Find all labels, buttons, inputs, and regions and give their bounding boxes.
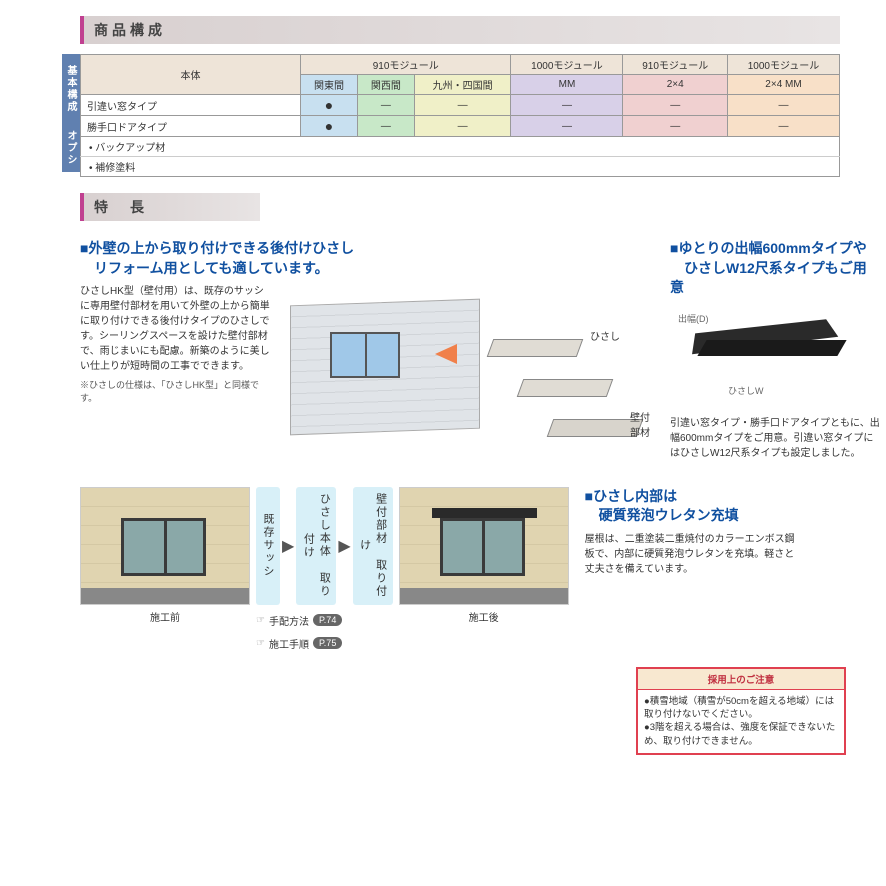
dim-depth: 出幅(D) [678,312,709,325]
feature2-title: ■ゆとりの出幅600mmタイプや ひさしW12尺系タイプもご用意 [670,239,880,298]
photo-row: 施工前 既存サッシ ▶ ひさし本体 取り付け ▶ 壁付部材 取り付け ☞ 手配方… [80,487,569,651]
th-kyushu: 九州・四国間 [414,75,511,95]
cell: — [728,95,840,116]
section-header-composition: 商品構成 [80,16,840,44]
feature1-t1: ■外壁の上から取り付けできる後付けひさし [80,240,354,256]
th-1000b: 1000モジュール [728,55,840,75]
th-2x4: 2×4 [623,75,728,95]
notice-box: 採用上のご注意 ●積雪地域（積雪が50cmを超える地域）には取り付けないでくださ… [636,667,846,755]
vlabel-option: オプション [62,124,80,172]
cell: — [623,95,728,116]
cell: — [357,116,414,137]
caption-after: 施工後 [399,609,569,624]
install-diagram: ひさし 壁付部材 [280,284,658,464]
option2: • 補修塗料 [81,157,840,177]
cell: — [511,95,623,116]
composition-table: 本体 910モジュール 1000モジュール 910モジュール 1000モジュール… [80,54,840,177]
eave3d-front [697,340,846,356]
step2: ひさし本体 取り付け [296,487,336,605]
cell: — [511,116,623,137]
feature1-title: ■外壁の上から取り付けできる後付けひさし リフォーム用としても適しています。 [80,239,658,278]
notice-line1: ●積雪地域（積雪が50cmを超える地域）には取り付けないでください。 [644,695,838,722]
step-arrow-icon: ▶ [336,536,352,556]
row1-label: 引違い窓タイプ [81,95,301,116]
feature2-t1: ■ゆとりの出幅600mmタイプや [670,240,867,256]
pointer-icon: ☞ [256,638,265,649]
step-arrow-icon: ▶ [280,536,296,556]
feature1-t2: リフォーム用としても適しています。 [80,260,329,276]
feature2-t2: ひさしW12尺系タイプもご用意 [670,260,867,296]
diagram-window [330,332,400,378]
th-910: 910モジュール [301,55,511,75]
row2-label: 勝手口ドアタイプ [81,116,301,137]
feature1-note: ※ひさしの仕様は、「ひさしHK型」と同様です。 [80,378,270,404]
cell: ● [301,116,358,137]
feature3-t1: ■ひさし内部は [585,488,677,504]
th-1000: 1000モジュール [511,55,623,75]
feature3-title: ■ひさし内部は 硬質発泡ウレタン充填 [585,487,795,526]
th-kansai: 関西間 [357,75,414,95]
option1: • バックアップ材 [81,137,840,157]
diagram-eave [487,339,584,357]
cell: — [414,116,511,137]
arrow-icon [435,344,457,364]
ref2-label: 施工手順 [269,636,309,651]
step1: 既存サッシ [256,487,280,605]
cell: — [623,116,728,137]
th-mm: MM [511,75,623,95]
steps: 既存サッシ ▶ ひさし本体 取り付け ▶ 壁付部材 取り付け ☞ 手配方法 P.… [256,487,393,651]
th-kanto: 関東間 [301,75,358,95]
cell: — [728,116,840,137]
caption-before: 施工前 [80,609,250,624]
notice-header: 採用上のご注意 [638,669,844,690]
cell: — [357,95,414,116]
feature3-body: 屋根は、二重塗装二重焼付のカラーエンボス鋼板で、内部に硬質発泡ウレタンを充填。軽… [585,532,795,577]
vlabel-basic: 基本構成 [62,54,80,124]
th-body: 本体 [81,55,301,95]
diagram-label-eave: ひさし [590,328,620,343]
feature1-body: ひさしHK型（壁付用）は、既存のサッシに専用壁付部材を用いて外壁の上から簡単に取… [80,284,270,374]
eave-3d-diagram: 出幅(D) ひさしW [678,306,858,406]
th-910b: 910モジュール [623,55,728,75]
feature3-t2: 硬質発泡ウレタン充填 [585,507,739,523]
diagram-eave [517,379,614,397]
section-header-features: 特 長 [80,193,260,221]
step3: 壁付部材 取り付け [353,487,393,605]
photo-before: 施工前 [80,487,250,624]
th-2x4mm: 2×4 MM [728,75,840,95]
diagram-bracket [547,419,644,437]
page-badge: P.75 [313,637,342,649]
page-badge: P.74 [313,614,342,626]
notice-line2: ●3階を超える場合は、強度を保証できないため、取り付けできません。 [644,721,838,748]
pointer-icon: ☞ [256,615,265,626]
ref-row-2: ☞ 施工手順 P.75 [256,636,393,651]
dim-width: ひさしW [728,384,764,397]
feature2-body: 引違い窓タイプ・勝手口ドアタイプともに、出幅600mmタイプをご用意。引違い窓タ… [670,416,880,461]
ref-row-1: ☞ 手配方法 P.74 [256,613,393,628]
cell: — [414,95,511,116]
cell: ● [301,95,358,116]
ref1-label: 手配方法 [269,613,309,628]
photo-after: 施工後 [399,487,569,624]
diagram-label-bracket: 壁付部材 [630,409,658,439]
